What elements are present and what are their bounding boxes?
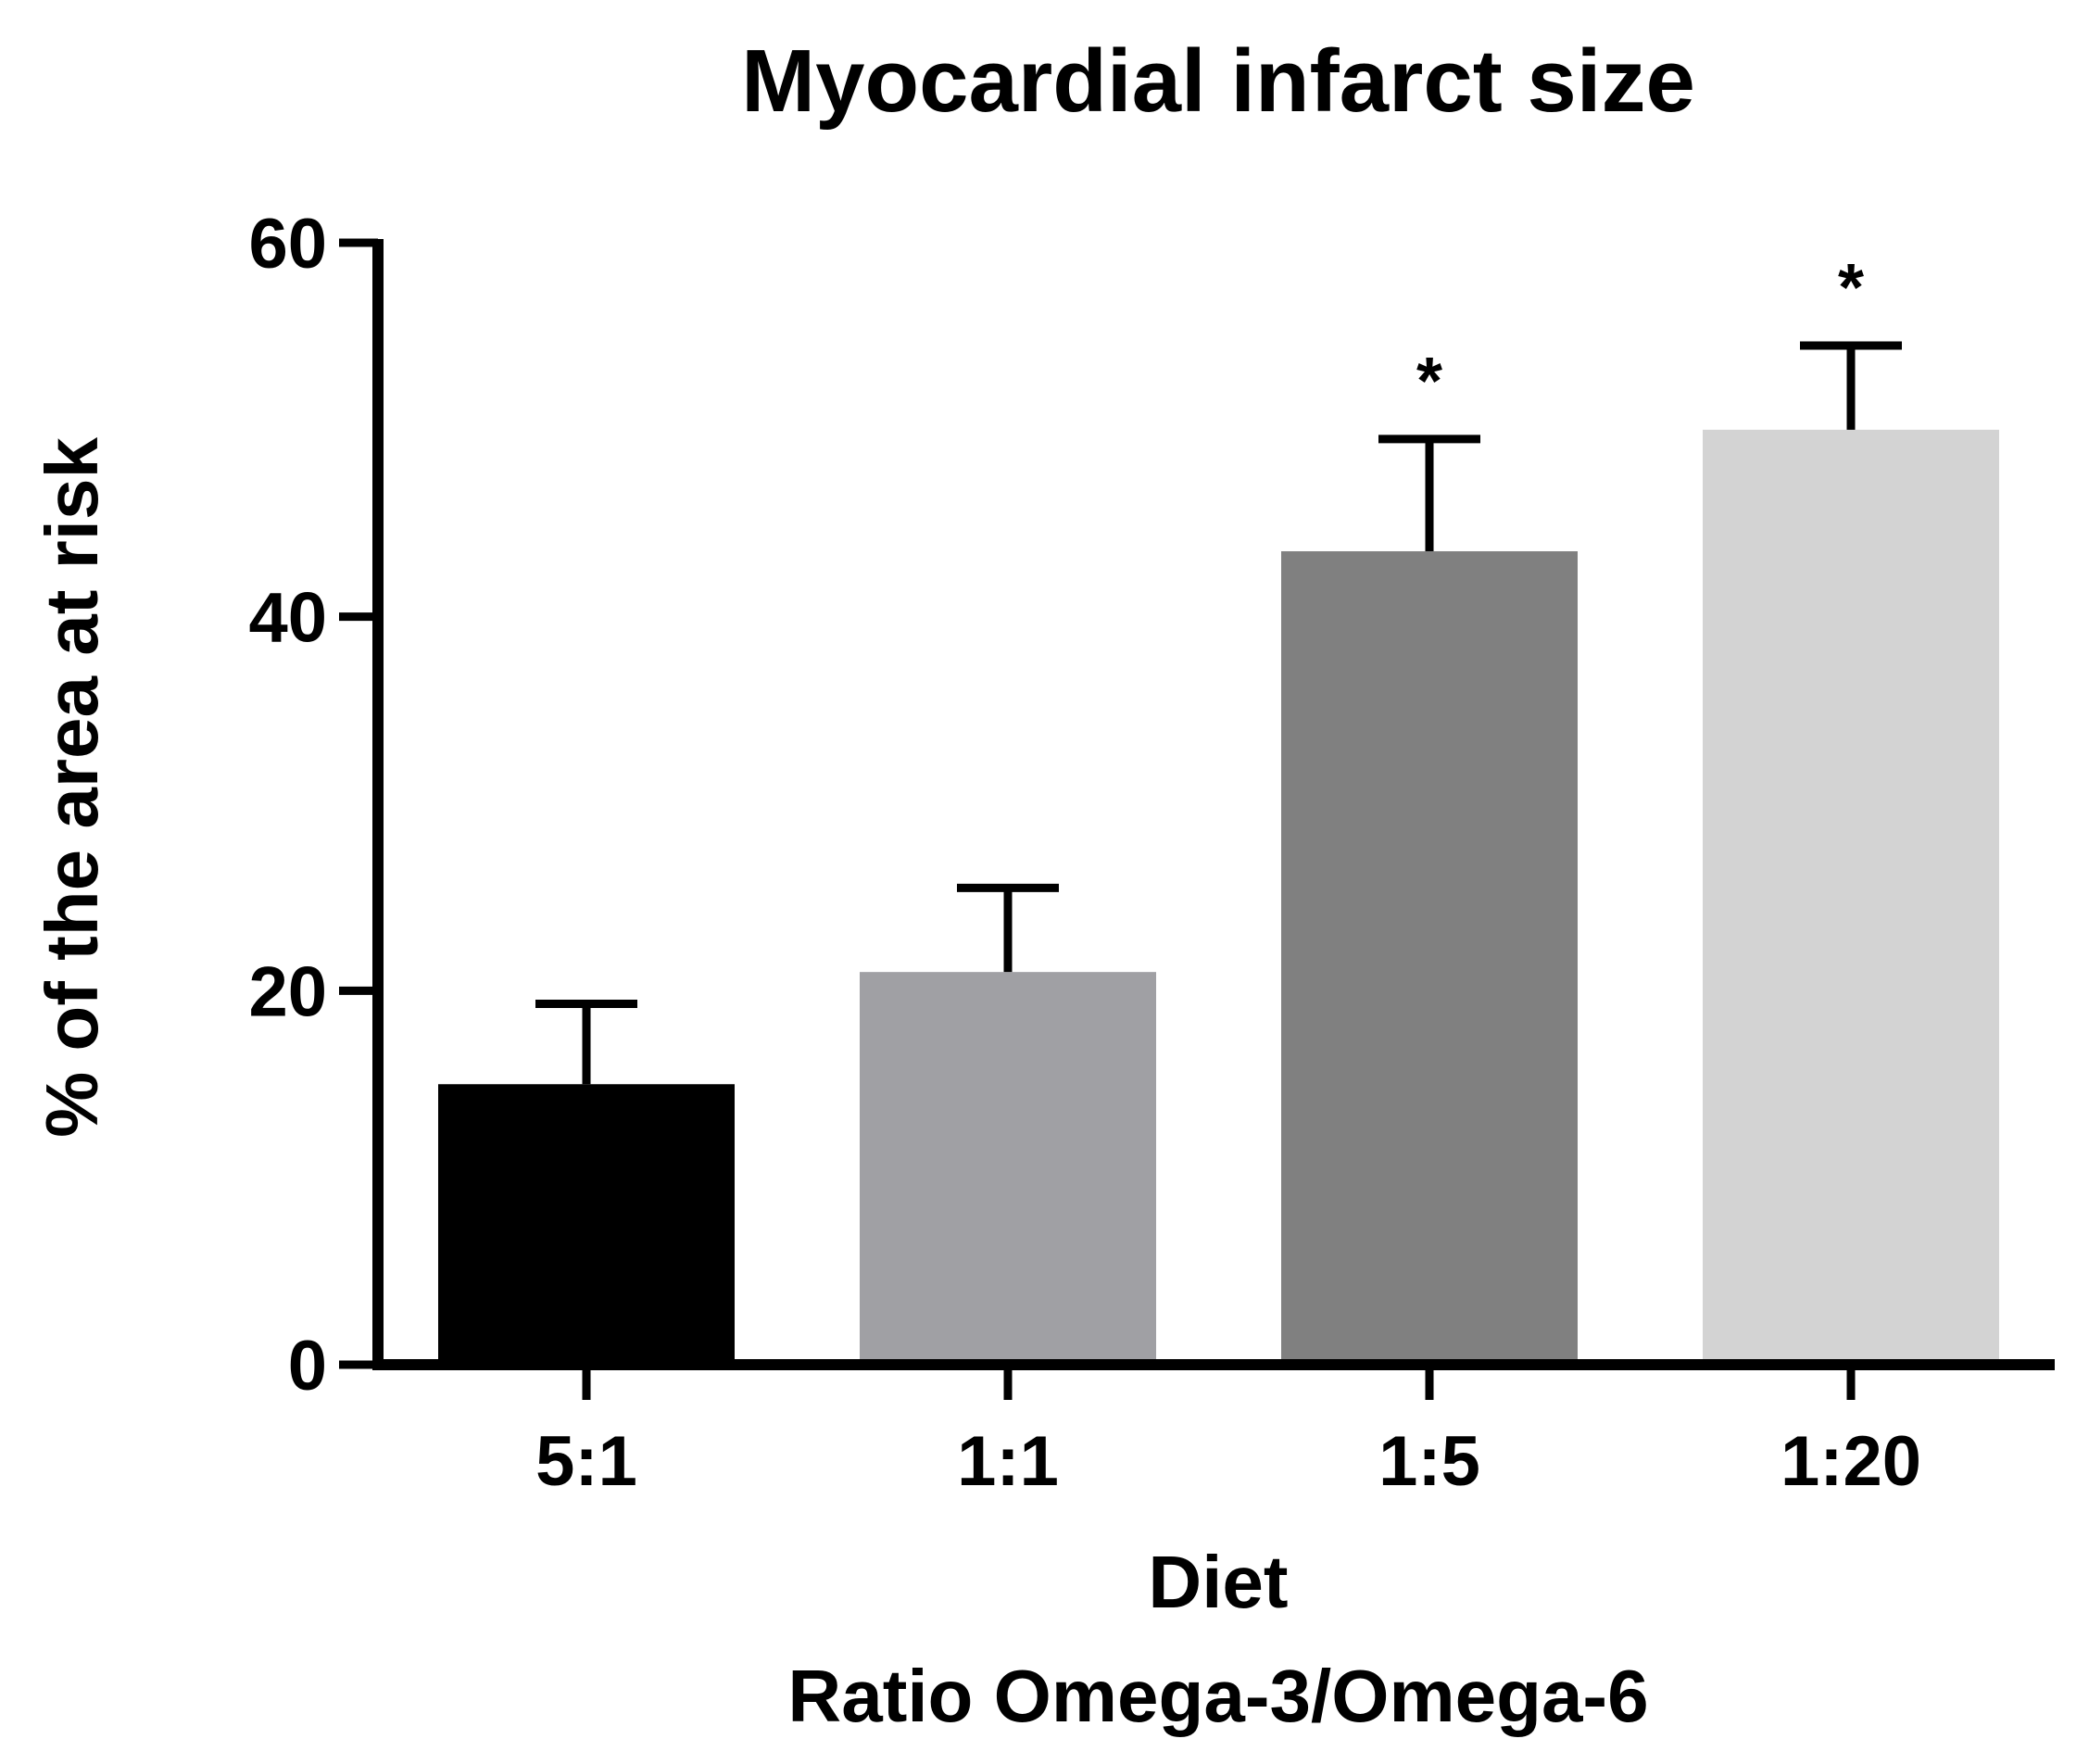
bars-group: [438, 429, 1999, 1365]
x-axis-label-ratio: Ratio Omega-3/Omega-6: [787, 1655, 1648, 1737]
significance-markers-group: **: [1416, 251, 1864, 419]
bar-1: [438, 1084, 735, 1365]
bar-4: [1703, 429, 1999, 1365]
y-tick-label-4: 60: [248, 205, 327, 284]
chart-title: Myocardial infarct size: [741, 32, 1695, 131]
y-tick-label-2: 20: [248, 952, 327, 1031]
bar-2: [860, 972, 1156, 1365]
y-tick-label-3: 40: [248, 579, 327, 658]
bar-3: [1281, 551, 1578, 1365]
error-bars-group: [535, 341, 1902, 1085]
x-axis-label: Diet: [1148, 1541, 1288, 1623]
x-tick-label-3: 1:5: [1378, 1422, 1480, 1501]
y-tick-label-1: 0: [288, 1327, 327, 1405]
significance-marker-3: *: [1416, 345, 1442, 419]
x-tick-label-4: 1:20: [1781, 1422, 1921, 1501]
x-tick-label-1: 5:1: [535, 1422, 637, 1501]
significance-marker-4: *: [1838, 251, 1864, 325]
y-ticks-group: 0 20 40 60: [248, 205, 378, 1405]
x-tick-label-2: 1:1: [957, 1422, 1059, 1501]
x-ticks-group: 5:1 1:1 1:5 1:20: [535, 1365, 1921, 1501]
y-axis-label: % of the area at risk: [31, 437, 113, 1138]
